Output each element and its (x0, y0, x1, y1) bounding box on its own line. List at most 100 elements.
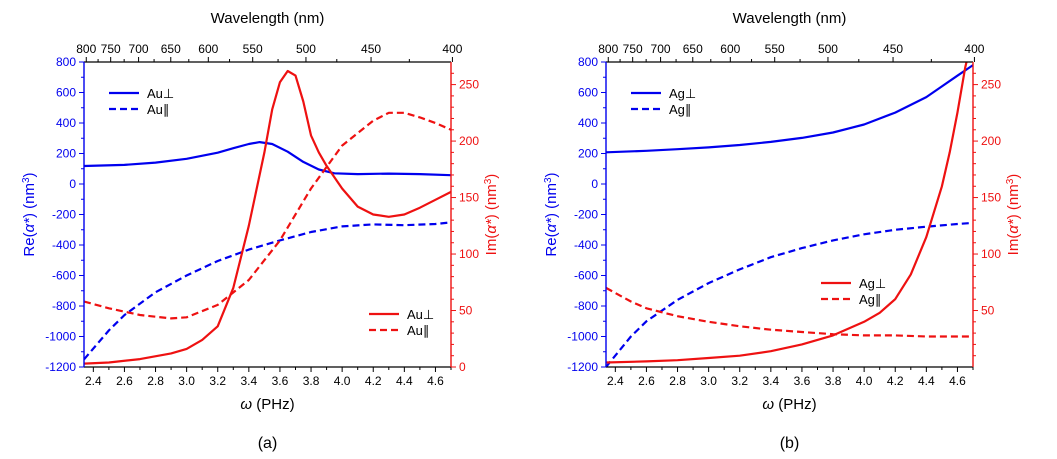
y-left-tick-label: 200 (578, 147, 598, 161)
panel-label: (b) (780, 435, 800, 452)
x-tick-label: 2.4 (607, 374, 624, 388)
y-left-tick-label: -1200 (567, 360, 598, 374)
series-line-im-parallel (84, 111, 451, 320)
y-left-tick-label: -1000 (45, 330, 76, 344)
y-right-tick-label: 0 (459, 360, 466, 374)
y-left-tick-label: 0 (69, 177, 76, 191)
label-part: ) (nm (543, 183, 560, 218)
series-line-re-parallel (606, 221, 973, 367)
x-tick-label: 3.2 (209, 374, 226, 388)
x-tick-label: 3.2 (731, 374, 748, 388)
panel-b: 2.4 2.6 2.8 3.0 3.2 3.4 3.6 3.8 4.0 4.2 4.4 4.6 800 7… (543, 10, 1023, 452)
label-part: ) (21, 172, 38, 177)
y-right-tick-label: 50 (459, 304, 473, 318)
y-left-tick-label: -600 (52, 269, 76, 283)
x-tick-label: 4.4 (918, 374, 935, 388)
label-part: (PHz) (774, 396, 817, 413)
y-right-tick-label: 50 (981, 304, 995, 318)
label-symbol: ω (240, 396, 252, 413)
y-left-tick-label: -800 (574, 299, 598, 313)
series-line-im-perp (84, 69, 451, 365)
x-tick-label: 3.6 (272, 374, 289, 388)
y-left-tick-label: 600 (56, 86, 76, 100)
x-tick-label: 4.2 (365, 374, 382, 388)
top-axis-title: Wavelength (nm) (733, 10, 847, 27)
legend-label: Ag⊥ (669, 86, 696, 101)
x-tick-label: 4.2 (887, 374, 904, 388)
top-tick-label: 800 (598, 42, 618, 56)
y-left-tick-label: -200 (52, 208, 76, 222)
x-tick-label: 3.6 (794, 374, 811, 388)
x-tick-label: 4.4 (396, 374, 413, 388)
y-right-tick-label: 150 (459, 191, 479, 205)
y-left-axis-title: Re(α*) (nm3) (21, 172, 39, 256)
label-part: Re( (543, 232, 560, 256)
label-part: ) (483, 174, 500, 179)
top-tick-label: 450 (361, 42, 381, 56)
y-right-tick-label: 100 (981, 247, 1001, 261)
panel-label: (a) (258, 435, 278, 452)
x-tick-label: 3.0 (178, 374, 195, 388)
legend-label: Ag∥ (859, 292, 881, 307)
x-tick-label: 4.6 (427, 374, 444, 388)
y-right-tick-label: 150 (981, 191, 1001, 205)
y-right-tick-label: 250 (459, 78, 479, 92)
top-tick-label: 700 (651, 42, 671, 56)
label-symbol: α* (543, 217, 560, 233)
x-tick-label: 2.6 (116, 374, 133, 388)
label-symbol: ω (762, 396, 774, 413)
y-right-axis-title: Im(α*) (nm3) (483, 174, 501, 256)
legend: Au⊥Au∥ (369, 307, 434, 338)
x-tick-label: 2.8 (147, 374, 164, 388)
top-tick-label: 500 (818, 42, 838, 56)
y-left-tick-label: 0 (591, 177, 598, 191)
y-left-tick-label: 400 (578, 116, 598, 130)
x-tick-label: 4.0 (856, 374, 873, 388)
label-superscript: 3 (483, 178, 494, 184)
series-line-im-parallel (606, 286, 973, 338)
label-superscript: 3 (543, 177, 554, 183)
y-left-tick-label: -400 (52, 238, 76, 252)
y-left-tick-label: -1200 (45, 360, 76, 374)
legend-label: Au∥ (407, 323, 429, 338)
top-tick-label: 550 (765, 42, 785, 56)
top-tick-label: 400 (442, 42, 462, 56)
x-tick-label: 3.4 (762, 374, 779, 388)
y-left-tick-label: 800 (578, 55, 598, 69)
y-left-tick-label: 200 (56, 147, 76, 161)
top-tick-label: 750 (623, 42, 643, 56)
series-line-re-perp (84, 141, 451, 177)
x-tick-label: 4.6 (949, 374, 966, 388)
label-part: (PHz) (252, 396, 295, 413)
y-left-tick-label: 400 (56, 116, 76, 130)
legend-label: Ag∥ (669, 102, 691, 117)
label-part: Im( (1005, 234, 1022, 256)
y-left-tick-label: -200 (574, 208, 598, 222)
x-tick-label: 2.6 (638, 374, 655, 388)
top-tick-label: 400 (964, 42, 984, 56)
y-left-tick-label: 800 (56, 55, 76, 69)
label-superscript: 3 (1005, 178, 1016, 184)
series-line-re-perp (606, 64, 973, 154)
y-right-tick-label: 200 (459, 134, 479, 148)
legend: Au⊥Au∥ (109, 86, 174, 117)
y-left-tick-label: -800 (52, 299, 76, 313)
y-right-tick-label: 100 (459, 247, 479, 261)
x-tick-label: 3.8 (825, 374, 842, 388)
y-left-tick-label: -600 (574, 269, 598, 283)
legend-label: Au⊥ (147, 86, 174, 101)
top-tick-label: 700 (129, 42, 149, 56)
y-left-tick-label: 600 (578, 86, 598, 100)
top-tick-label: 450 (883, 42, 903, 56)
label-symbol: α* (21, 217, 38, 233)
top-tick-label: 600 (720, 42, 740, 56)
x-tick-label: 3.0 (700, 374, 717, 388)
top-tick-label: 750 (101, 42, 121, 56)
label-part: Im( (483, 234, 500, 256)
legend-label: Au∥ (147, 102, 169, 117)
y-left-tick-label: -1000 (567, 330, 598, 344)
x-tick-label: 2.8 (669, 374, 686, 388)
top-tick-label: 650 (161, 42, 181, 56)
label-symbol: α* (483, 218, 500, 234)
top-tick-label: 650 (683, 42, 703, 56)
